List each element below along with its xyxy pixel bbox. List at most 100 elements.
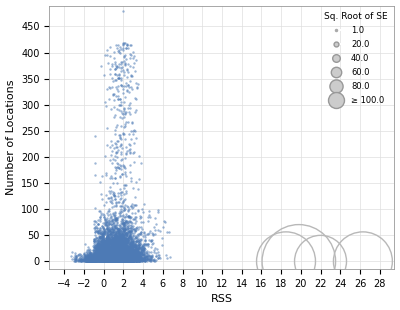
Point xyxy=(128,253,134,258)
Point xyxy=(82,256,89,261)
Point xyxy=(132,80,139,85)
Point xyxy=(110,231,116,236)
Point xyxy=(97,248,103,253)
Point xyxy=(104,247,111,252)
Point xyxy=(106,236,112,241)
Point xyxy=(115,255,122,260)
Point xyxy=(136,245,142,250)
Point xyxy=(119,254,125,259)
Point xyxy=(97,230,103,235)
Point xyxy=(116,253,122,258)
Point xyxy=(101,256,107,261)
Point xyxy=(115,253,121,258)
Point xyxy=(119,251,126,256)
Point xyxy=(114,254,120,259)
Point xyxy=(104,232,111,237)
Point xyxy=(100,225,106,230)
Point xyxy=(141,248,147,253)
Point xyxy=(122,256,129,261)
Point xyxy=(106,257,112,262)
Point xyxy=(118,252,124,257)
Point xyxy=(126,258,133,263)
Point xyxy=(106,252,112,257)
Point xyxy=(85,259,92,264)
Point xyxy=(110,258,116,263)
Point xyxy=(109,201,115,206)
Point xyxy=(122,202,128,207)
Point xyxy=(100,252,106,257)
Point xyxy=(124,245,131,250)
Point xyxy=(135,187,141,192)
Point xyxy=(95,256,102,261)
Point xyxy=(120,257,127,262)
Point xyxy=(123,258,130,263)
Point xyxy=(128,237,134,242)
Point xyxy=(113,238,119,243)
Point xyxy=(102,247,109,252)
Point xyxy=(104,236,110,241)
Point xyxy=(109,255,115,260)
Point xyxy=(77,258,84,263)
Point xyxy=(141,257,147,262)
Point xyxy=(113,253,119,258)
Point xyxy=(124,255,131,260)
Point xyxy=(76,257,82,262)
Point xyxy=(101,259,107,263)
Point xyxy=(98,244,105,249)
Point xyxy=(117,251,123,256)
Point xyxy=(104,248,110,253)
Point xyxy=(98,239,104,244)
Point xyxy=(132,247,139,252)
Point xyxy=(114,248,120,253)
Point xyxy=(118,252,124,257)
Point xyxy=(118,257,124,262)
Point xyxy=(97,248,103,253)
Point xyxy=(120,242,127,247)
Point xyxy=(103,259,110,263)
Point xyxy=(117,259,123,263)
Point xyxy=(107,241,113,246)
Point xyxy=(122,259,128,263)
Point xyxy=(84,255,90,260)
Point xyxy=(141,244,148,249)
Point xyxy=(118,60,125,64)
Point xyxy=(118,235,125,240)
Point xyxy=(85,258,92,263)
Point xyxy=(108,255,115,260)
Point xyxy=(118,241,124,246)
Point xyxy=(123,251,130,256)
Point xyxy=(105,246,111,251)
Point xyxy=(106,257,112,262)
Point xyxy=(124,257,131,262)
Point xyxy=(124,253,130,258)
Point xyxy=(123,256,130,261)
Point xyxy=(100,241,106,246)
Point xyxy=(103,253,110,258)
Point xyxy=(116,227,122,232)
Point xyxy=(107,249,114,254)
Point xyxy=(104,232,111,237)
Point xyxy=(99,256,105,261)
Point xyxy=(118,257,124,262)
Point xyxy=(98,255,104,259)
Point xyxy=(131,252,137,257)
Point xyxy=(118,157,124,162)
Point xyxy=(123,252,130,257)
Point xyxy=(113,258,120,263)
Point xyxy=(84,256,90,261)
Point xyxy=(98,258,105,263)
Point xyxy=(112,255,118,260)
Point xyxy=(115,256,121,261)
Point xyxy=(112,258,119,263)
Point xyxy=(92,259,98,264)
Point xyxy=(141,258,147,263)
Point xyxy=(88,250,94,255)
Point xyxy=(105,253,111,258)
Point xyxy=(130,258,136,263)
Point xyxy=(136,259,142,263)
Point xyxy=(134,239,141,244)
Point xyxy=(109,256,115,261)
Point xyxy=(82,254,88,259)
Point xyxy=(101,258,108,263)
Point xyxy=(106,238,113,243)
